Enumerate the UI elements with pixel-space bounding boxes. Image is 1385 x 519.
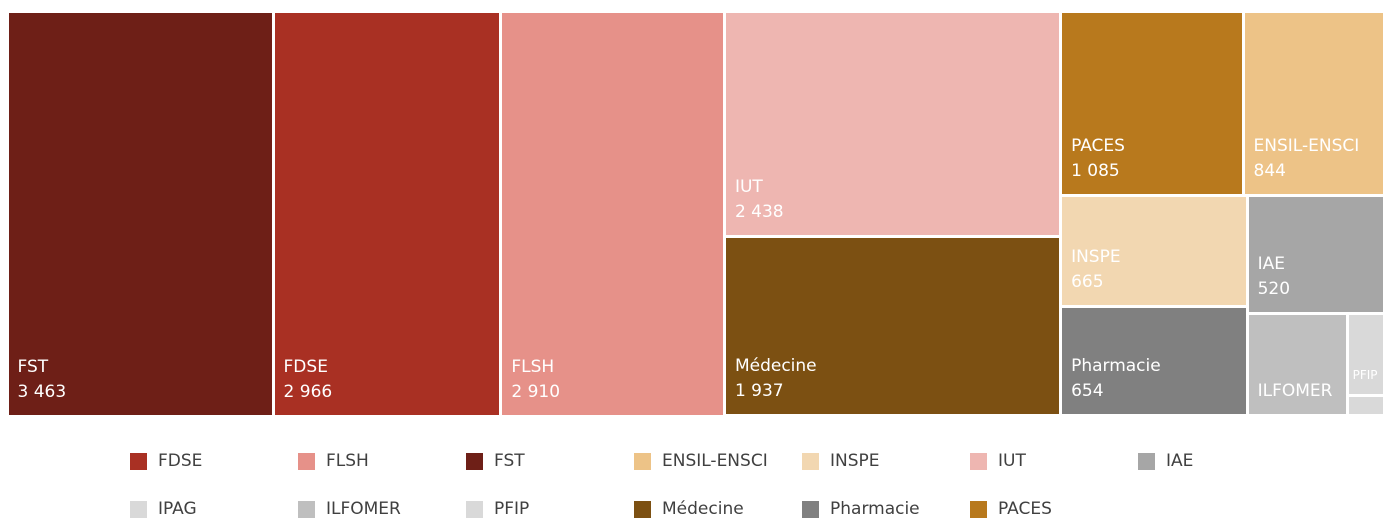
cell-value: 665: [1071, 272, 1104, 293]
legend-item: ILFOMER: [298, 499, 401, 519]
cell-value: 2 910: [511, 381, 561, 402]
legend-label: IAE: [1166, 451, 1194, 471]
treemap-cell: FLSH 2 910: [502, 12, 723, 415]
legend-label: FST: [494, 451, 525, 471]
cell-value: 2 438: [734, 202, 784, 223]
legend-label: IUT: [998, 451, 1026, 471]
cell-name: FDSE: [283, 356, 328, 377]
treemap-cell: PFIP: [1348, 314, 1384, 394]
legend-item: PACES: [970, 499, 1052, 519]
legend-label: IPAG: [158, 499, 197, 519]
cell-name: Pharmacie: [1071, 356, 1161, 377]
cell-name: ILFOMER: [1257, 381, 1333, 402]
treemap-cell: [1348, 396, 1384, 415]
cell-label: Pharmacie 654: [1071, 354, 1242, 404]
treemap-cell: Pharmacie 654: [1062, 308, 1246, 415]
cell-name: Médecine: [734, 356, 817, 377]
cell-name: IUT: [734, 177, 763, 198]
legend-item: ENSIL-ENSCI: [634, 451, 768, 471]
legend-swatch: [130, 452, 147, 470]
cell-value: 2 966: [283, 381, 333, 402]
cell-value: 520: [1257, 278, 1291, 299]
cell-label: IAE 520: [1258, 252, 1380, 302]
legend-label: FLSH: [326, 451, 369, 471]
legend-item: Pharmacie: [802, 499, 920, 519]
legend-swatch: [634, 452, 651, 470]
cell-label: IUT 2 438: [735, 175, 1055, 225]
legend-swatch: [298, 452, 315, 470]
treemap-cell: IUT 2 438: [725, 12, 1060, 236]
legend-swatch: [130, 500, 147, 518]
cell-name: ENSIL-ENSCI: [1253, 136, 1360, 157]
legend-item: FST: [466, 451, 525, 471]
treemap-cell: ILFOMER: [1248, 314, 1346, 415]
legend-swatch: [634, 500, 651, 518]
cell-label: INSPE 665: [1071, 245, 1242, 295]
treemap-cell: FST 3 463: [8, 12, 272, 415]
legend-item: PFIP: [466, 499, 529, 519]
legend-swatch: [802, 452, 819, 470]
legend-label: FDSE: [158, 451, 203, 471]
legend-item: INSPE: [802, 451, 880, 471]
cell-value: 3 463: [17, 381, 67, 402]
legend-swatch: [466, 500, 483, 518]
cell-name: PACES: [1071, 136, 1125, 157]
cell-value: 654: [1071, 381, 1104, 402]
cell-value: 1 085: [1071, 161, 1120, 182]
cell-label: FDSE 2 966: [284, 355, 496, 405]
treemap-cell: PACES 1 085: [1062, 12, 1242, 195]
treemap-cell: Médecine 1 937: [725, 238, 1060, 415]
cell-label: PFIP: [1353, 366, 1380, 384]
legend-item: FDSE: [130, 451, 202, 471]
treemap-cell: IAE 520: [1248, 197, 1384, 312]
legend-label: Médecine: [662, 499, 744, 519]
legend-label: ILFOMER: [326, 499, 401, 519]
legend-item: IUT: [970, 451, 1026, 471]
treemap-cell: INSPE 665: [1062, 197, 1246, 306]
cell-name: FST: [17, 356, 49, 377]
legend-item: IPAG: [130, 499, 197, 519]
cell-label: PACES 1 085: [1071, 134, 1237, 184]
legend-label: PACES: [998, 499, 1052, 519]
cell-label: ENSIL-ENSCI 844: [1254, 134, 1380, 184]
cell-label: FLSH 2 910: [511, 355, 719, 405]
cell-value: 1 937: [734, 381, 784, 402]
legend-item: Médecine: [634, 499, 744, 519]
cell-name: IAE: [1257, 253, 1285, 274]
legend-item: FLSH: [298, 451, 369, 471]
cell-name: PFIP: [1352, 367, 1378, 382]
cell-name: FLSH: [511, 356, 555, 377]
legend-swatch: [1138, 452, 1155, 470]
legend-swatch: [298, 500, 315, 518]
cell-label: FST 3 463: [18, 355, 268, 405]
treemap-cell: FDSE 2 966: [274, 12, 500, 415]
cell-label: Médecine 1 937: [735, 354, 1055, 404]
legend-label: ENSIL-ENSCI: [662, 451, 768, 471]
legend-item: IAE: [1138, 451, 1193, 471]
cell-name: INSPE: [1071, 247, 1121, 268]
legend-label: INSPE: [830, 451, 880, 471]
cell-label: ILFOMER: [1258, 379, 1342, 404]
legend-label: PFIP: [494, 499, 530, 519]
legend-swatch: [970, 500, 987, 518]
treemap-cell: ENSIL-ENSCI 844: [1244, 12, 1384, 195]
cell-value: 844: [1253, 161, 1286, 182]
legend-swatch: [802, 500, 819, 518]
legend-label: Pharmacie: [830, 499, 920, 519]
legend-swatch: [970, 452, 987, 470]
legend-swatch: [466, 452, 483, 470]
